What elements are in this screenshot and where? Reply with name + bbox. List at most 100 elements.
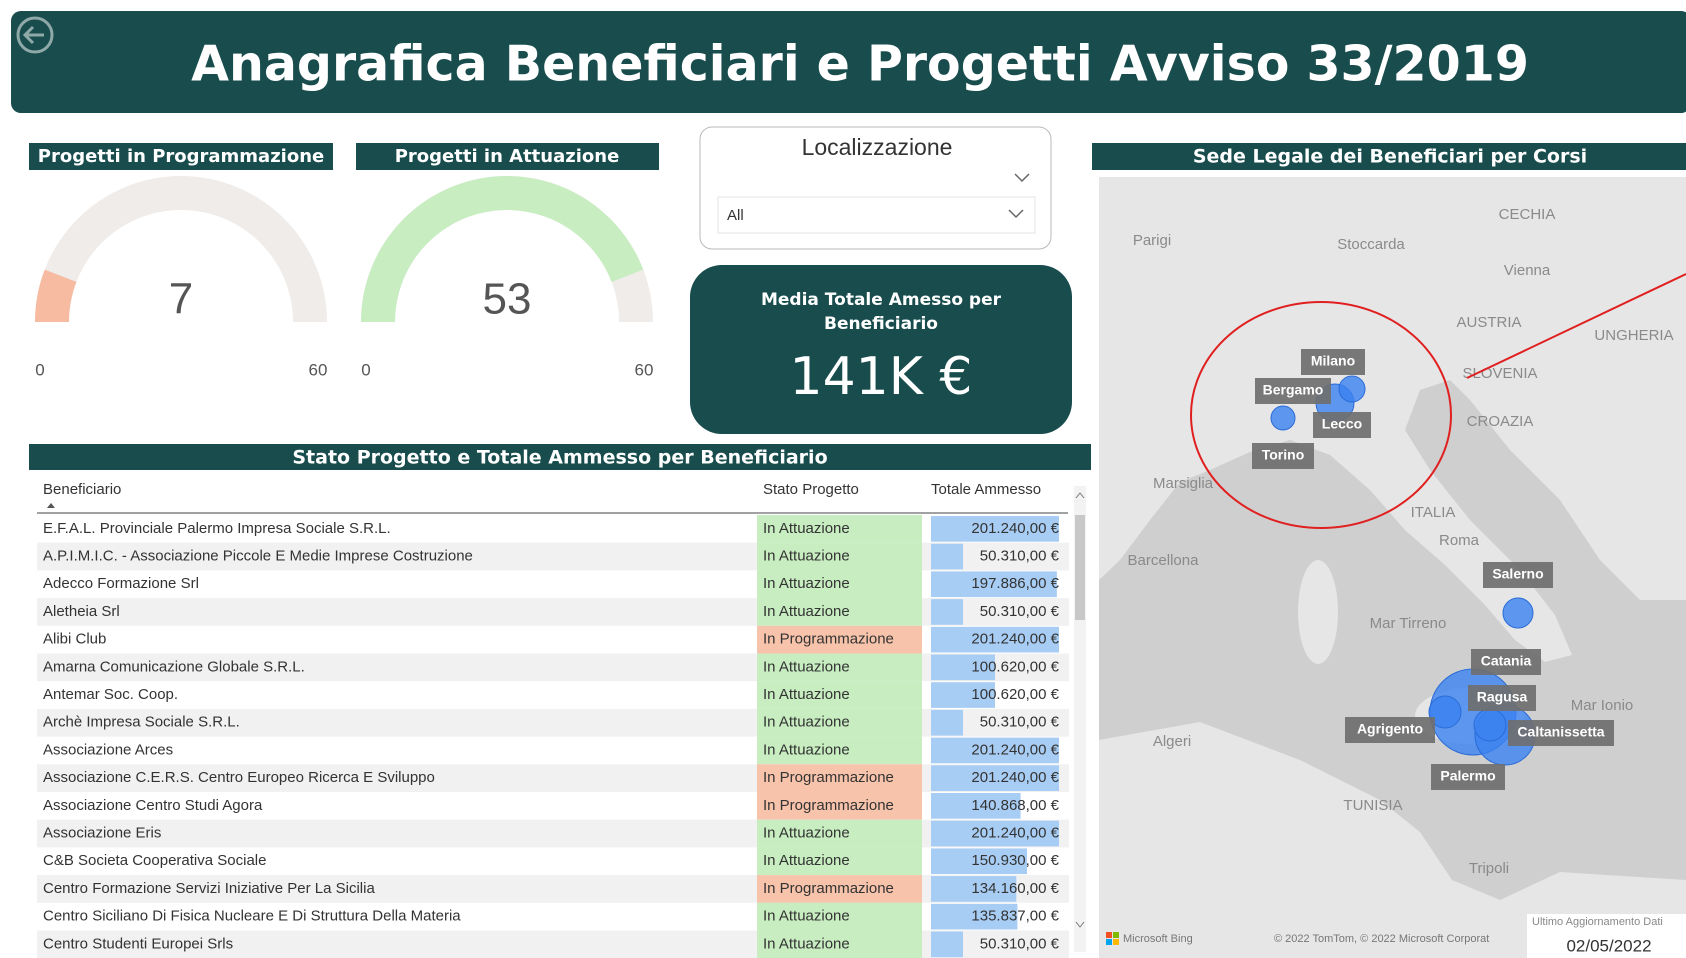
table-row[interactable]: Amarna Comunicazione Globale S.R.L. In At… bbox=[37, 653, 1069, 682]
amount-bar bbox=[931, 571, 1057, 598]
table-row[interactable]: Associazione Centro Studi Agora In Progra… bbox=[43, 792, 1060, 820]
chevron bbox=[1014, 173, 1030, 183]
cell-beneficiario: Centro Studenti Europei Srls bbox=[43, 935, 233, 952]
table-row[interactable]: E.F.A.L. Provinciale Palermo Impresa Soc… bbox=[43, 515, 1060, 543]
cell-beneficiario: A.P.I.M.I.C. - Associazione Piccole E Me… bbox=[43, 548, 473, 565]
cell-stato: In Attuazione bbox=[763, 741, 850, 758]
land bbox=[1099, 177, 1686, 662]
amount-bar bbox=[931, 516, 1059, 542]
cell-totale: 50.310,00 € bbox=[980, 603, 1060, 620]
cell-beneficiario: Archè Impresa Sociale S.R.L. bbox=[43, 714, 240, 731]
slicer-title: Localizzazione bbox=[802, 134, 953, 160]
slicer-dropdown[interactable] bbox=[717, 196, 1036, 234]
gauge-max: 60 bbox=[309, 360, 328, 379]
bubble[interactable] bbox=[1428, 695, 1462, 729]
cell-beneficiario: Adecco Formazione Srl bbox=[43, 575, 199, 592]
place-label: UNGHERIA bbox=[1594, 327, 1673, 344]
place-label: TUNISIA bbox=[1343, 797, 1402, 814]
scrollbar-thumb[interactable] bbox=[1075, 515, 1085, 620]
cell-totale: 201.240,00 € bbox=[971, 769, 1059, 786]
cell-beneficiario: Associazione Arces bbox=[43, 741, 173, 758]
scroll-down[interactable] bbox=[1075, 921, 1085, 928]
cell-stato: In Attuazione bbox=[763, 575, 850, 592]
cell-stato: In Programmazione bbox=[763, 797, 894, 814]
table-row[interactable]: C&B Societa Cooperativa Sociale In Attuaz… bbox=[43, 847, 1060, 876]
bubble[interactable] bbox=[1270, 405, 1296, 431]
back-button[interactable] bbox=[16, 16, 54, 54]
city-label-box bbox=[1468, 685, 1536, 711]
table-row[interactable]: Associazione Arces In Attuazione 201.240,0… bbox=[43, 736, 1060, 765]
gauge-min: 0 bbox=[35, 360, 44, 379]
table-row[interactable]: A.P.I.M.I.C. - Associazione Piccole E Me… bbox=[37, 542, 1069, 571]
table-row[interactable]: Associazione C.E.R.S. Centro Europeo Ric… bbox=[37, 764, 1069, 792]
bing-logo bbox=[1113, 939, 1119, 945]
table-row[interactable]: Centro Studenti Europei Srls In Attuazion… bbox=[37, 930, 1069, 958]
amount-bar bbox=[931, 793, 1021, 819]
place-label: Marsiglia bbox=[1153, 475, 1214, 492]
cell-stato: In Attuazione bbox=[763, 825, 850, 842]
card-value: 141K € bbox=[790, 347, 973, 407]
gauge-title: Progetti in Attuazione bbox=[395, 146, 620, 167]
status-cell bbox=[757, 764, 922, 792]
highlight-circle bbox=[1190, 301, 1452, 529]
cell-beneficiario: Associazione Centro Studi Agora bbox=[43, 797, 263, 814]
table-row[interactable]: Centro Siciliano Di Fisica Nucleare E Di… bbox=[43, 902, 1060, 931]
table-row[interactable]: Centro Formazione Servizi Iniziative Per… bbox=[37, 875, 1069, 903]
cell-beneficiario: Associazione C.E.R.S. Centro Europeo Ric… bbox=[43, 769, 435, 786]
city-label: Salerno bbox=[1492, 566, 1543, 582]
map-title: Sede Legale dei Beneficiari per Corsi bbox=[1193, 146, 1587, 168]
amount-bar bbox=[931, 737, 1059, 764]
gauge-title-bar bbox=[29, 143, 333, 170]
status-cell bbox=[757, 598, 922, 626]
status-cell bbox=[757, 625, 922, 654]
city-label: Bergamo bbox=[1263, 382, 1324, 398]
cell-totale: 150.930,00 € bbox=[971, 852, 1059, 869]
bing-logo bbox=[1106, 939, 1112, 945]
table-row[interactable]: Aletheia Srl In Attuazione 50.310,00 € bbox=[37, 598, 1069, 626]
back-arrow bbox=[22, 25, 44, 45]
status-cell bbox=[757, 708, 922, 737]
cell-totale: 50.310,00 € bbox=[980, 548, 1060, 565]
column-header[interactable]: Beneficiario bbox=[43, 481, 121, 498]
cell-stato: In Attuazione bbox=[763, 548, 850, 565]
table-row[interactable]: Associazione Eris In Attuazione 201.240,00… bbox=[37, 819, 1069, 848]
table-row[interactable]: Antemar Soc. Coop. In Attuazione 100.620,0… bbox=[43, 681, 1060, 709]
cell-stato: In Attuazione bbox=[763, 603, 850, 620]
cell-beneficiario: Antemar Soc. Coop. bbox=[43, 686, 178, 703]
place-label: AUSTRIA bbox=[1456, 314, 1521, 331]
gauge-min: 0 bbox=[361, 360, 370, 379]
column-header[interactable]: Totale Ammesso bbox=[931, 481, 1041, 498]
place-label: Tripoli bbox=[1469, 860, 1509, 877]
map[interactable]: CECHIA AUSTRIA SLOVENIA CROAZIA ITALIA T… bbox=[1099, 177, 1686, 958]
gauge-fill bbox=[361, 176, 644, 322]
place-label: Vienna bbox=[1504, 262, 1551, 279]
table-row[interactable]: Alibi Club In Programmazione 201.240,00 € bbox=[43, 625, 1060, 654]
city-label-box bbox=[1252, 443, 1314, 469]
place-label: CROAZIA bbox=[1467, 413, 1534, 430]
amount-bar bbox=[931, 848, 1027, 875]
land bbox=[1298, 560, 1338, 664]
city-label: Catania bbox=[1481, 653, 1532, 669]
scroll-up[interactable] bbox=[1075, 492, 1085, 499]
status-cell bbox=[757, 515, 922, 543]
place-label: Parigi bbox=[1133, 232, 1171, 249]
status-cell bbox=[757, 542, 922, 571]
table-row[interactable]: Archè Impresa Sociale S.R.L. In Attuazion… bbox=[37, 708, 1069, 737]
amount-bar bbox=[931, 903, 1018, 930]
place-label: Mar Tirreno bbox=[1370, 615, 1447, 632]
gauge-max: 60 bbox=[635, 360, 654, 379]
place-label: Roma bbox=[1439, 532, 1480, 549]
bubble[interactable] bbox=[1502, 597, 1534, 629]
gauge-title: Progetti in Programmazione bbox=[38, 146, 324, 167]
place-label: Mar Ionio bbox=[1571, 697, 1634, 714]
table-row[interactable]: Adecco Formazione Srl In Attuazione 197.88… bbox=[43, 570, 1060, 599]
cell-beneficiario: Amarna Comunicazione Globale S.R.L. bbox=[43, 658, 305, 675]
bubble[interactable] bbox=[1473, 708, 1507, 742]
place-label: SLOVENIA bbox=[1462, 365, 1537, 382]
city-label: Lecco bbox=[1322, 416, 1362, 432]
column-header[interactable]: Stato Progetto bbox=[763, 481, 859, 498]
update-date: 02/05/2022 bbox=[1566, 936, 1651, 955]
bubble[interactable] bbox=[1338, 375, 1366, 403]
